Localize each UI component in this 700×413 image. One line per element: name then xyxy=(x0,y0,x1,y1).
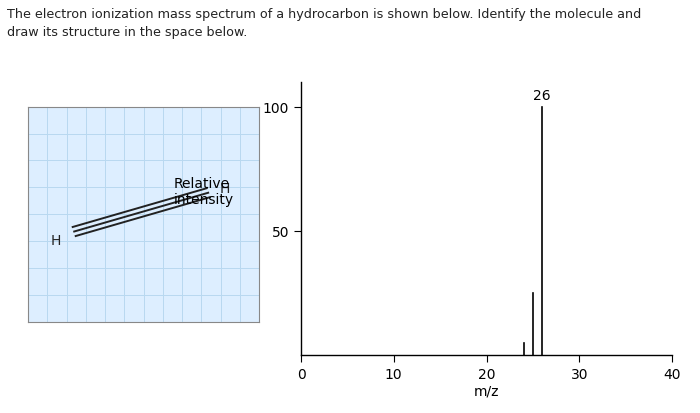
Text: H: H xyxy=(219,182,230,196)
Y-axis label: Relative
intensity: Relative intensity xyxy=(174,177,235,206)
Text: The electron ionization mass spectrum of a hydrocarbon is shown below. Identify : The electron ionization mass spectrum of… xyxy=(7,8,641,39)
Text: H: H xyxy=(50,233,61,247)
Text: 26: 26 xyxy=(533,88,551,102)
X-axis label: m/z: m/z xyxy=(474,384,499,398)
